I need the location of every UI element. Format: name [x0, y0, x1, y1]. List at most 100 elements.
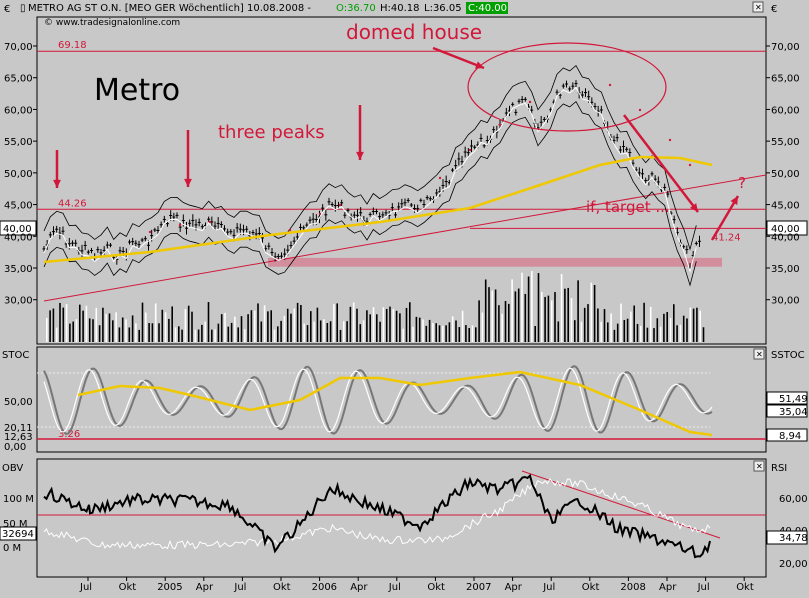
stop-dot — [288, 228, 292, 232]
volume-bar — [207, 302, 210, 342]
volume-bar — [98, 325, 101, 342]
sstoc-label: SSTOC — [771, 350, 805, 361]
volume-bar — [653, 328, 655, 342]
obv-last-label: 32694 — [2, 529, 34, 540]
volume-bar — [392, 309, 395, 342]
currency-label-right: € — [771, 4, 777, 15]
obv-label: OBV — [2, 463, 23, 474]
volume-bar — [567, 287, 569, 342]
volume-bar — [349, 306, 352, 342]
support-zone — [268, 257, 722, 267]
x-tick-label: Apr — [505, 582, 523, 593]
volume-bar — [465, 325, 467, 342]
volume-bar — [385, 308, 388, 342]
volume-bar — [679, 324, 682, 342]
volume-bar — [626, 318, 629, 342]
volume-bar — [620, 303, 622, 342]
y-tick-label-right: 50,00 — [771, 169, 800, 180]
volume-bar — [59, 302, 61, 342]
volume-bar — [415, 316, 418, 342]
last-price-box — [766, 220, 808, 236]
volume-bar — [593, 285, 596, 342]
stoch-value-label: 51,49 — [779, 394, 808, 405]
stoch-value-label: 8,94 — [779, 431, 801, 442]
stop-dot — [148, 230, 152, 234]
volume-bar — [379, 321, 381, 342]
level-label: 41.24 — [712, 232, 741, 243]
question-mark: ? — [738, 174, 746, 192]
dome-arrow-head — [475, 61, 484, 69]
volume-bar — [692, 308, 695, 342]
dome-ellipse — [467, 42, 667, 132]
rsi-tick-label: 20,00 — [779, 559, 808, 570]
volume-bar — [326, 323, 329, 342]
x-tick-label: Okt — [273, 582, 291, 593]
volume-bar — [461, 310, 464, 342]
stop-dot — [668, 138, 672, 142]
volume-bar — [524, 293, 527, 342]
volume-bar — [432, 322, 434, 342]
volume-bar — [65, 303, 68, 342]
volume-bar — [435, 323, 437, 342]
close-button[interactable] — [752, 1, 764, 13]
volume-bar — [699, 310, 701, 342]
x-tick-label: Okt — [736, 582, 754, 593]
volume-bar — [616, 323, 619, 342]
volume-bar — [171, 306, 173, 342]
volume-bar — [247, 314, 249, 342]
rsi-last-label: 34,78 — [779, 533, 808, 544]
volume-bar — [445, 325, 447, 342]
stop-dot — [688, 163, 692, 167]
stoch-line — [43, 367, 713, 433]
volume-bar — [402, 328, 404, 342]
volume-bar — [613, 329, 616, 342]
stop-dot — [498, 123, 502, 127]
volume-bar — [194, 329, 197, 342]
volume-bar — [471, 325, 474, 342]
rsi-line — [43, 478, 711, 550]
volume-bar — [88, 318, 91, 342]
moving-average-gold — [43, 155, 713, 264]
three-peaks-label: three peaks — [218, 122, 325, 143]
stop-dot — [178, 223, 182, 227]
stoch-tick-label: 50,00 — [4, 397, 33, 408]
volume-bar — [217, 323, 220, 342]
volume-bar — [587, 304, 589, 342]
volume-bar — [577, 280, 579, 342]
volume-bar — [630, 311, 632, 342]
x-tick-label: Okt — [119, 582, 137, 593]
volume-bar — [310, 311, 312, 342]
volume-bar — [659, 326, 662, 342]
volume-bar — [95, 307, 98, 342]
y-tick-label-left: 40,00 — [4, 232, 33, 243]
volume-bar — [227, 326, 230, 342]
volume-bar — [580, 321, 583, 342]
volume-bar — [277, 326, 279, 342]
volume-bar — [448, 322, 451, 342]
y-tick-label-left: 60,00 — [4, 105, 33, 116]
volume-bar — [547, 295, 550, 342]
peak-arrow-head — [356, 151, 364, 160]
volume-bar — [280, 320, 282, 342]
y-tick-label-left: 35,00 — [4, 264, 33, 275]
volume-bar — [260, 321, 263, 342]
stoch-value-box — [766, 404, 808, 418]
x-tick-label: Okt — [582, 582, 600, 593]
volume-bar — [82, 310, 84, 342]
volume-bar — [702, 327, 705, 342]
volume-bar — [369, 314, 371, 342]
volume-bar — [537, 273, 540, 342]
rsi-close-button[interactable] — [753, 460, 765, 472]
stoch-close-button[interactable] — [753, 348, 765, 360]
x-tick-label: 2005 — [157, 582, 182, 593]
volume-bar — [270, 310, 272, 342]
volume-bar — [514, 291, 517, 342]
obv-tick-label: 50 M — [3, 519, 28, 530]
volume-bar — [164, 312, 167, 342]
x-tick-label: Jul — [79, 582, 92, 593]
level-label: 69.18 — [58, 40, 87, 51]
y-tick-label-left: 45,00 — [4, 201, 33, 212]
volume-bar — [669, 317, 672, 342]
